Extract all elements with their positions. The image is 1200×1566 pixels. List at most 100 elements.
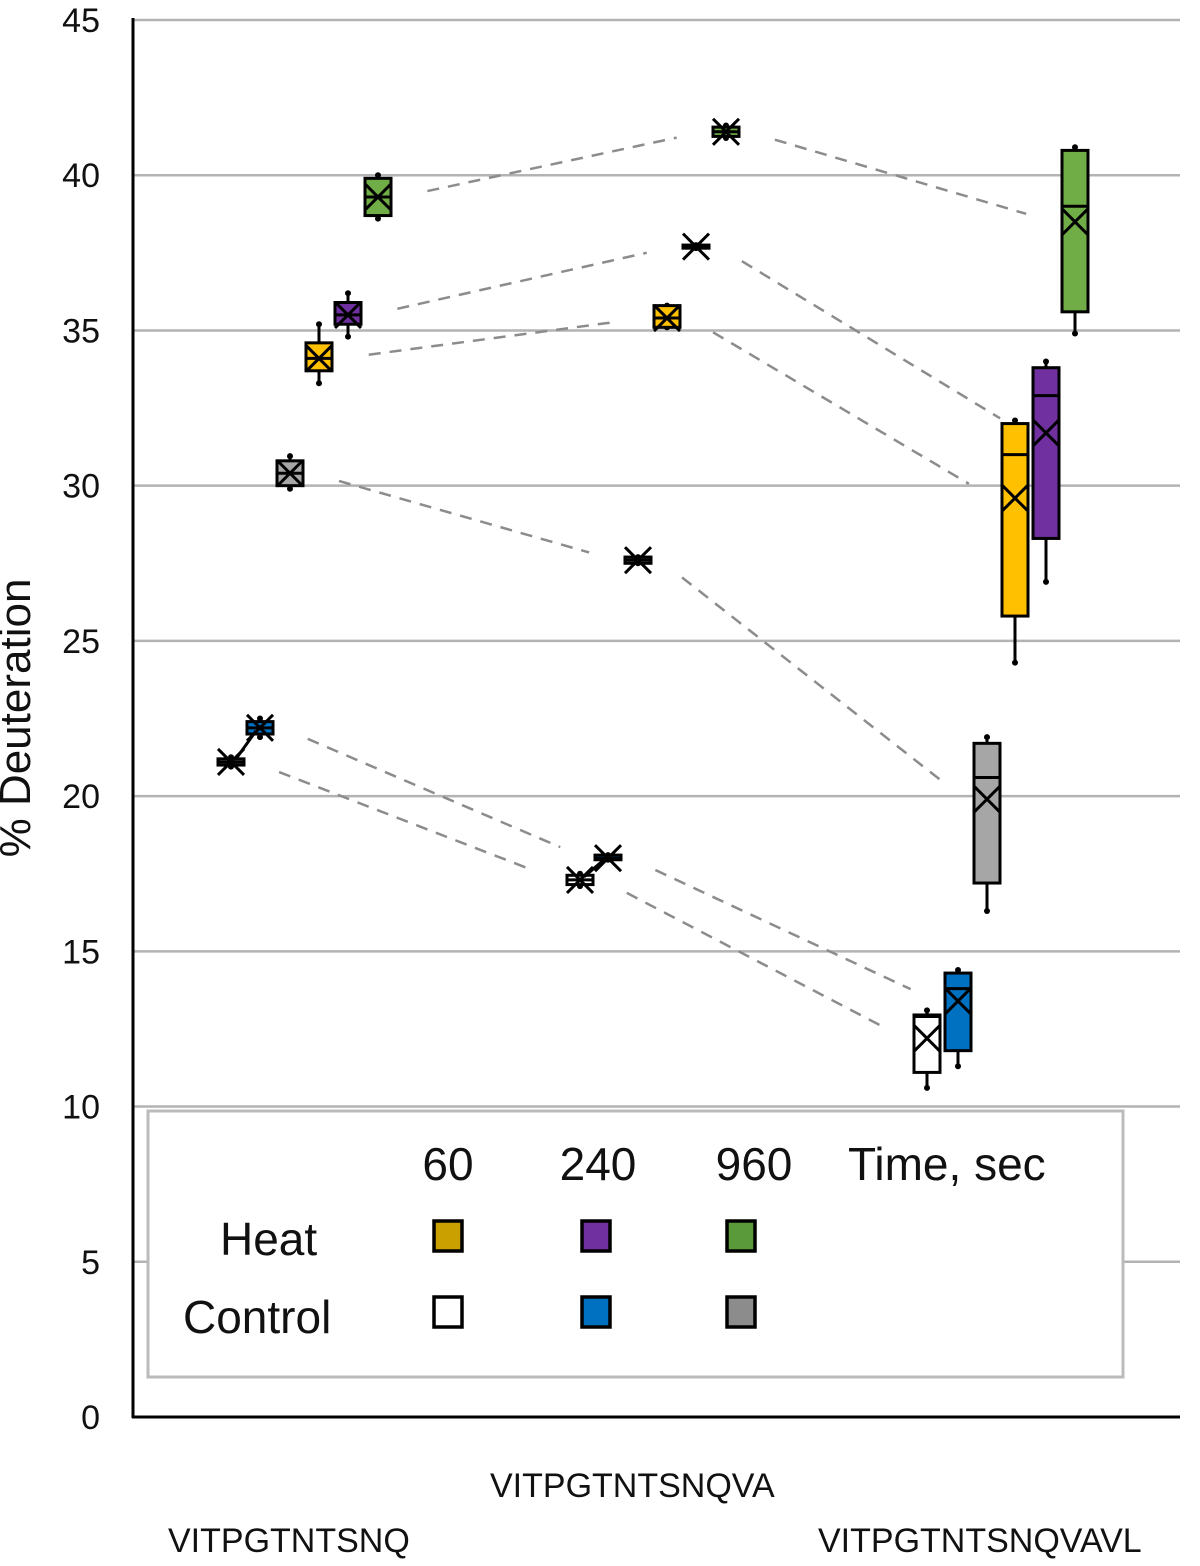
y-axis-label: % Deuteration	[0, 579, 40, 858]
box-heat-60-1	[304, 321, 334, 387]
legend-row-control: Control	[183, 1291, 331, 1343]
y-tick-label: 45	[62, 2, 100, 40]
mean-marker	[623, 546, 653, 575]
box-control-240-1	[245, 713, 275, 742]
mean-marker	[1031, 418, 1061, 447]
box-control-960-1	[275, 453, 305, 492]
whisker-cap	[1072, 144, 1078, 151]
y-tick-label: 20	[62, 778, 100, 816]
connector-line	[741, 260, 1001, 420]
connector-line	[397, 251, 647, 311]
connector-line	[712, 331, 970, 485]
legend-header-960: 960	[716, 1138, 793, 1190]
mean-marker	[333, 300, 363, 329]
box-control-240-3	[943, 966, 973, 1070]
y-tick-label: 0	[81, 1399, 100, 1437]
box-heat-60-3	[1000, 417, 1030, 666]
whisker-cap	[257, 715, 263, 722]
box-body	[972, 741, 1002, 885]
connector-lines	[278, 136, 1027, 1027]
y-tick-label: 25	[62, 623, 100, 661]
axes	[131, 18, 1180, 1419]
box-body	[1000, 422, 1030, 618]
category-label-3: VITPGTNTSNQVAVL	[818, 1522, 1142, 1560]
connector-line	[427, 136, 677, 193]
y-tick-label: 15	[62, 933, 100, 971]
box-body	[912, 1013, 942, 1074]
mean-marker	[681, 232, 711, 261]
box-heat-960-1	[363, 172, 393, 222]
whisker-cap	[257, 734, 263, 741]
box-heat-60-2	[652, 302, 682, 333]
gridlines	[133, 18, 1180, 1264]
legend-row-heat: Heat	[220, 1213, 317, 1265]
box-heat-960-2	[711, 117, 741, 146]
whisker-cap	[955, 966, 961, 973]
mean-marker	[972, 785, 1002, 814]
connector-line	[307, 737, 561, 849]
y-tick-label: 35	[62, 312, 100, 350]
whisker-cap	[1043, 358, 1049, 365]
whisker-cap	[1072, 330, 1078, 337]
box-body	[943, 971, 973, 1053]
mean-marker	[363, 182, 393, 212]
y-tick-label: 30	[62, 468, 100, 506]
legend-swatch-control-240	[580, 1295, 612, 1329]
whisker-cap	[287, 485, 293, 492]
legend-swatches	[432, 1219, 757, 1329]
whisker-cap	[316, 321, 322, 328]
box-heat-240-3	[1031, 358, 1061, 585]
connector-line	[681, 576, 944, 783]
box-body	[1031, 366, 1061, 540]
box-heat-240-1	[333, 290, 363, 340]
box-control-60-3	[912, 1007, 942, 1091]
legend-swatch-heat-60	[432, 1219, 464, 1253]
whisker-cap	[345, 290, 351, 297]
whisker-cap	[1012, 417, 1018, 424]
mean-marker	[1000, 484, 1030, 513]
whisker-cap	[984, 734, 990, 741]
legend-header-time: Time, sec	[848, 1138, 1046, 1190]
legend-swatch-heat-240	[580, 1219, 612, 1253]
whisker-cap	[984, 907, 990, 914]
whisker-cap	[316, 380, 322, 387]
connector-line	[626, 891, 881, 1027]
box-heat-240-2	[681, 232, 711, 261]
mean-marker	[275, 459, 305, 488]
boxes	[216, 117, 1090, 1091]
box-control-60-1	[216, 747, 246, 777]
category-label-2: VITPGTNTSNQVA	[490, 1467, 775, 1505]
whisker-cap	[924, 1007, 930, 1014]
y-tick-label: 5	[81, 1244, 100, 1282]
y-tick-label: 10	[62, 1089, 100, 1127]
connector-line	[774, 138, 1027, 216]
connector-line	[278, 770, 533, 871]
whisker-cap	[375, 172, 381, 179]
legend-swatch-control-960	[725, 1295, 757, 1329]
mean-marker	[912, 1024, 942, 1053]
mean-link	[234, 730, 258, 760]
mean-link	[583, 858, 605, 878]
connector-line	[654, 868, 912, 991]
mean-marker	[304, 344, 334, 373]
mean-marker	[1060, 207, 1090, 236]
legend: 60 240 960 Time, sec Heat Control	[146, 1109, 1125, 1379]
box-heat-960-3	[1060, 144, 1090, 337]
category-label-1: VITPGTNTSNQ	[168, 1522, 410, 1560]
legend-swatch-control-60	[432, 1295, 464, 1329]
y-tick-label: 40	[62, 157, 100, 195]
box-control-960-3	[972, 734, 1002, 914]
legend-frame	[146, 1109, 1125, 1379]
whisker-cap	[1012, 659, 1018, 666]
legend-header-240: 240	[560, 1138, 637, 1190]
mean-marker	[943, 986, 973, 1016]
legend-swatch-heat-960	[725, 1219, 757, 1253]
mean-marker	[652, 303, 682, 333]
connector-line	[368, 320, 618, 356]
whisker-cap	[345, 333, 351, 340]
whisker-cap	[955, 1063, 961, 1070]
legend-header-60: 60	[422, 1138, 473, 1190]
box-control-240-2	[593, 844, 623, 873]
box-control-960-2	[623, 546, 653, 575]
